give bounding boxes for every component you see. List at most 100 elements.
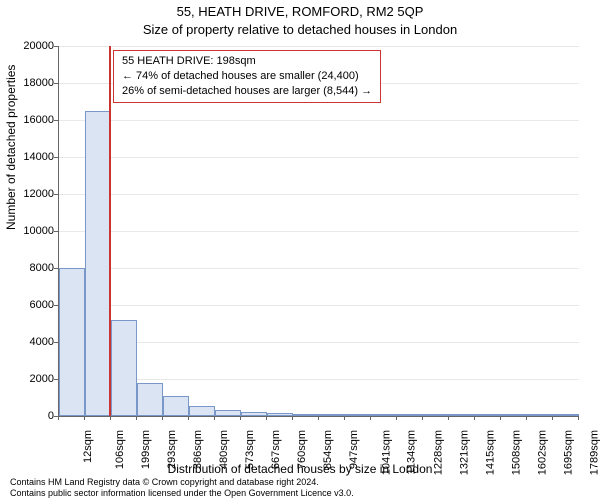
ytick-mark	[54, 83, 58, 84]
ytick-label: 10000	[4, 225, 54, 237]
histogram-bar	[137, 383, 163, 416]
ytick-mark	[54, 157, 58, 158]
xtick-label: 293sqm	[166, 430, 178, 469]
xtick-mark	[448, 416, 449, 420]
gridline	[59, 231, 579, 232]
xtick-mark	[552, 416, 553, 420]
histogram-bar	[475, 414, 501, 416]
xtick-mark	[188, 416, 189, 420]
histogram-bar	[59, 268, 85, 416]
xtick-mark	[474, 416, 475, 420]
xtick-label: 386sqm	[192, 430, 204, 469]
histogram-bar	[553, 414, 579, 416]
xtick-label: 1602sqm	[536, 430, 548, 475]
gridline	[59, 46, 579, 47]
gridline	[59, 268, 579, 269]
xtick-mark	[318, 416, 319, 420]
footer-attribution: Contains HM Land Registry data © Crown c…	[10, 477, 354, 498]
xtick-mark	[292, 416, 293, 420]
xtick-mark	[266, 416, 267, 420]
xtick-mark	[500, 416, 501, 420]
gridline	[59, 342, 579, 343]
histogram-bar	[293, 414, 319, 416]
xtick-mark	[110, 416, 111, 420]
histogram-bar	[163, 396, 189, 416]
xtick-mark	[240, 416, 241, 420]
ytick-mark	[54, 379, 58, 380]
chart-title-line1: 55, HEATH DRIVE, ROMFORD, RM2 5QP	[0, 4, 600, 19]
ytick-label: 8000	[4, 262, 54, 274]
xtick-label: 854sqm	[322, 430, 334, 469]
histogram-bar	[319, 414, 345, 416]
histogram-bar	[189, 406, 215, 416]
ytick-label: 16000	[4, 114, 54, 126]
xtick-label: 573sqm	[244, 430, 256, 469]
ytick-label: 6000	[4, 299, 54, 311]
gridline	[59, 305, 579, 306]
ytick-mark	[54, 268, 58, 269]
histogram-bar	[449, 414, 475, 416]
histogram-bar	[85, 111, 111, 416]
xtick-label: 1228sqm	[432, 430, 444, 475]
xtick-label: 947sqm	[348, 430, 360, 469]
marker-line	[109, 46, 111, 416]
chart-container: 55, HEATH DRIVE, ROMFORD, RM2 5QP Size o…	[0, 0, 600, 500]
xtick-label: 1508sqm	[510, 430, 522, 475]
ytick-mark	[54, 46, 58, 47]
gridline	[59, 194, 579, 195]
xtick-label: 1321sqm	[458, 430, 470, 475]
annotation-line2: ← 74% of detached houses are smaller (24…	[122, 69, 372, 84]
histogram-bar	[111, 320, 137, 416]
histogram-bar	[267, 413, 293, 416]
xtick-label: 1415sqm	[484, 430, 496, 475]
xtick-label: 1134sqm	[405, 430, 417, 474]
xtick-label: 480sqm	[218, 430, 230, 469]
gridline	[59, 120, 579, 121]
xtick-label: 199sqm	[140, 430, 152, 469]
footer-line2: Contains public sector information licen…	[10, 488, 354, 498]
ytick-mark	[54, 231, 58, 232]
ytick-label: 0	[4, 410, 54, 422]
histogram-bar	[527, 414, 553, 416]
gridline	[59, 379, 579, 380]
annotation-line1: 55 HEATH DRIVE: 198sqm	[122, 54, 372, 69]
ytick-label: 4000	[4, 336, 54, 348]
histogram-bar	[345, 414, 371, 416]
ytick-mark	[54, 305, 58, 306]
histogram-bar	[241, 412, 267, 416]
y-axis-label: Number of detached properties	[4, 65, 18, 230]
xtick-mark	[58, 416, 59, 420]
xtick-label: 12sqm	[82, 430, 94, 463]
histogram-bar	[501, 414, 527, 416]
ytick-mark	[54, 342, 58, 343]
plot-area: 55 HEATH DRIVE: 198sqm ← 74% of detached…	[58, 46, 579, 417]
xtick-label: 1695sqm	[562, 430, 574, 475]
ytick-label: 12000	[4, 188, 54, 200]
ytick-label: 2000	[4, 373, 54, 385]
annotation-box: 55 HEATH DRIVE: 198sqm ← 74% of detached…	[113, 50, 381, 103]
xtick-mark	[370, 416, 371, 420]
xtick-label: 760sqm	[296, 430, 308, 469]
annotation-line3: 26% of semi-detached houses are larger (…	[122, 84, 372, 99]
histogram-bar	[215, 410, 241, 416]
xtick-mark	[162, 416, 163, 420]
xtick-mark	[136, 416, 137, 420]
xtick-label: 1789sqm	[588, 430, 600, 475]
ytick-mark	[54, 120, 58, 121]
xtick-label: 667sqm	[270, 430, 282, 469]
histogram-bar	[423, 414, 449, 416]
ytick-mark	[54, 194, 58, 195]
ytick-label: 20000	[4, 40, 54, 52]
ytick-label: 14000	[4, 151, 54, 163]
xtick-mark	[578, 416, 579, 420]
gridline	[59, 157, 579, 158]
xtick-mark	[214, 416, 215, 420]
footer-line1: Contains HM Land Registry data © Crown c…	[10, 477, 354, 487]
xtick-mark	[344, 416, 345, 420]
histogram-bar	[371, 414, 397, 416]
xtick-label: 1041sqm	[380, 430, 392, 475]
xtick-label: 106sqm	[114, 430, 126, 469]
histogram-bar	[397, 414, 423, 416]
xtick-mark	[526, 416, 527, 420]
ytick-label: 18000	[4, 77, 54, 89]
